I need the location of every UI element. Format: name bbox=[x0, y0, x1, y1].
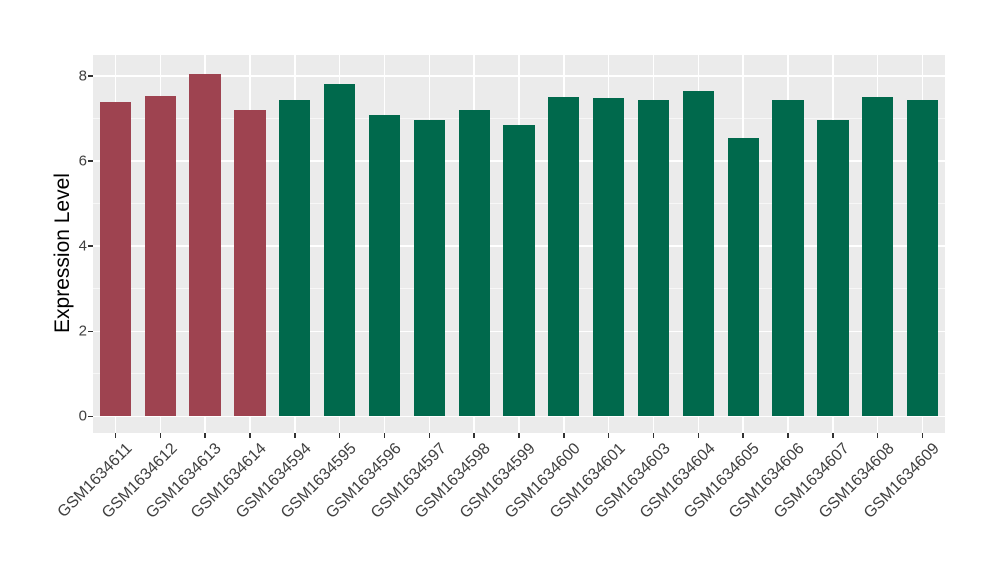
x-tick-mark bbox=[787, 433, 789, 438]
x-tick-mark bbox=[697, 433, 700, 438]
bar bbox=[234, 109, 266, 417]
x-tick-mark bbox=[607, 433, 610, 438]
y-axis-title: Expression Level bbox=[51, 173, 74, 333]
plot-panel bbox=[93, 55, 945, 433]
y-tick-mark bbox=[88, 415, 93, 418]
bar bbox=[682, 91, 715, 417]
bar bbox=[279, 99, 311, 417]
x-tick-mark bbox=[338, 433, 341, 438]
bar bbox=[593, 98, 625, 417]
bar bbox=[862, 97, 894, 417]
y-tick-label: 2 bbox=[78, 322, 87, 340]
x-tick-mark bbox=[518, 433, 520, 438]
bar bbox=[99, 102, 132, 417]
y-tick-label: 8 bbox=[78, 67, 87, 85]
bar bbox=[548, 97, 580, 417]
x-tick-mark bbox=[114, 433, 117, 438]
y-tick-mark bbox=[88, 160, 93, 162]
y-tick-label: 0 bbox=[78, 407, 87, 425]
bar bbox=[906, 100, 939, 417]
bar bbox=[637, 100, 670, 417]
bar bbox=[503, 125, 535, 417]
y-tick-label: 6 bbox=[78, 152, 87, 170]
y-tick-mark bbox=[88, 330, 93, 333]
x-tick-mark bbox=[832, 433, 834, 438]
y-tick-mark bbox=[88, 245, 93, 247]
bar bbox=[772, 100, 804, 417]
x-tick-mark bbox=[921, 433, 924, 438]
bar bbox=[817, 120, 849, 417]
x-tick-mark bbox=[159, 433, 162, 438]
x-tick-mark bbox=[249, 433, 251, 438]
x-tick-mark bbox=[473, 433, 475, 438]
x-tick-mark bbox=[652, 433, 655, 438]
x-tick-mark bbox=[876, 433, 879, 438]
bar bbox=[189, 74, 221, 417]
x-tick-mark bbox=[204, 433, 206, 438]
bar bbox=[368, 115, 401, 417]
x-tick-mark bbox=[428, 433, 431, 438]
y-tick-label: 4 bbox=[78, 237, 87, 255]
x-tick-mark bbox=[294, 433, 296, 438]
bar bbox=[144, 95, 176, 417]
bar bbox=[323, 84, 356, 417]
x-tick-mark bbox=[742, 433, 744, 438]
y-tick-mark bbox=[88, 75, 93, 77]
x-tick-mark bbox=[563, 433, 565, 438]
bar bbox=[458, 109, 490, 417]
bar bbox=[413, 120, 445, 417]
x-tick-mark bbox=[383, 433, 386, 438]
bar bbox=[727, 138, 759, 417]
